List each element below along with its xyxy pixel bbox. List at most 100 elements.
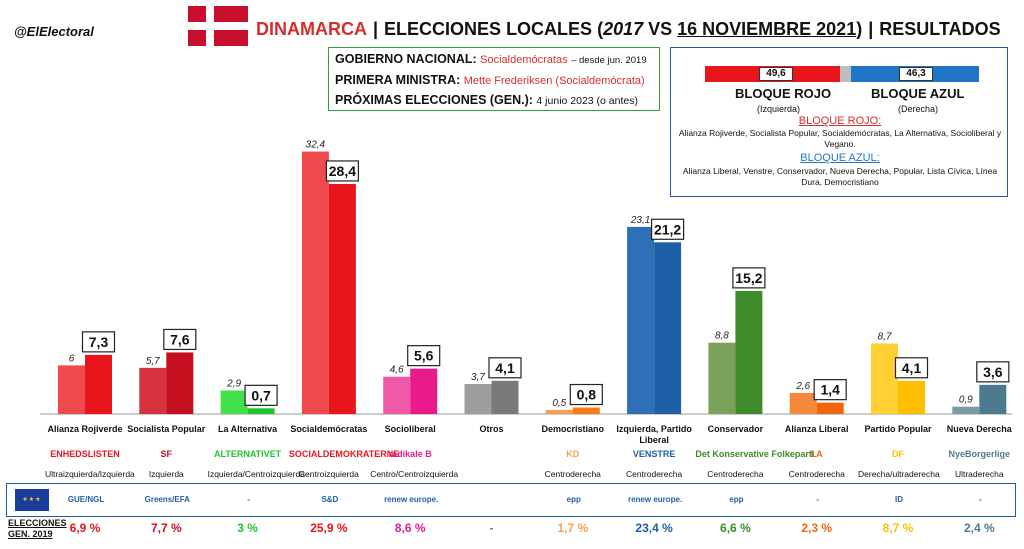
party-logo-icon: LA (810, 449, 823, 459)
data-label-box-2021 (163, 328, 197, 351)
election-2019-result: 23,4 % (635, 521, 673, 535)
denmark-flag-icon (188, 6, 248, 46)
data-label-2017: 8,8 (715, 331, 729, 342)
bar-2021 (654, 242, 682, 414)
bar-2021 (247, 408, 275, 414)
bar-2021 (979, 384, 1007, 414)
election-2019-result: 2,4 % (963, 521, 995, 535)
eu-groups-row: ★★★ GUE/NGL Greens/EFA - S&D renew europe. ep… (6, 483, 1016, 517)
party-logo-icon: NyeBorgerlige (948, 449, 1011, 459)
bar-2017 (789, 392, 817, 414)
party-logo-icon: KD (566, 449, 580, 459)
data-label-2017: 23,1 (630, 215, 650, 226)
data-label-2017: 0,9 (959, 395, 973, 406)
red-bloc-value: 49,6 (759, 67, 793, 81)
data-label-box-2021 (732, 267, 766, 289)
party-label: Democristiano (541, 424, 605, 434)
election-2019-result: 3 % (237, 521, 258, 535)
ideology-label: Centroizquierda (298, 469, 359, 479)
bar-2017 (871, 343, 898, 414)
data-label-box-2021 (244, 384, 278, 406)
party-label: Socialista Popular (127, 424, 206, 434)
bar-2017 (952, 406, 980, 414)
bar-2017 (708, 342, 736, 414)
data-label-2017: 0,5 (552, 398, 566, 409)
ideology-label: Centroderecha (788, 469, 845, 479)
bloc-summary-box: 49,6 46,3 BLOQUE ROJO BLOQUE AZUL (Izqui… (670, 47, 1008, 197)
bar-2021 (898, 380, 925, 414)
data-label-box-2021 (813, 379, 847, 401)
election-2019-result: 1,7 % (557, 521, 589, 535)
data-label-2021: 7,6 (170, 331, 190, 347)
party-logo-icon (452, 444, 532, 464)
data-label-2021: 4,1 (495, 360, 515, 376)
ideology-label: Ultraizquierda/Izquierda (45, 469, 135, 479)
data-label-2021: 15,2 (735, 270, 762, 286)
author-handle: @ElElectoral (14, 24, 94, 39)
party-label: Alianza Rojiverde (47, 424, 123, 434)
eu-group-icon (453, 490, 533, 510)
eu-group-icon: renew europe. (627, 495, 683, 504)
party-logo-icon: SOCIALDEMOKRATERNE (288, 449, 400, 459)
eu-group-icon: epp (729, 495, 744, 504)
blue-bloc-heading: BLOQUE AZUL: (800, 152, 880, 164)
eu-group-icon: epp (566, 495, 581, 504)
party-label: Conservador (707, 424, 764, 434)
party-logo-icon: SF (160, 449, 173, 459)
data-label-box-2021 (325, 160, 359, 182)
party-logo-icon: ALTERNATIVET (214, 449, 282, 459)
data-label-box-2021 (407, 345, 441, 367)
election-2019-result: 8,7 % (882, 521, 914, 535)
election-2019-result: 7,7 % (150, 521, 182, 535)
election-2019-result: 25,9 % (310, 521, 348, 535)
blue-bloc-side: (Derecha) (898, 104, 939, 114)
data-label-2021: 28,4 (329, 163, 356, 179)
data-label-2017: 32,4 (306, 140, 326, 151)
bar-2017 (58, 365, 85, 414)
ideology-label: Centroderecha (707, 469, 764, 479)
bar-2021 (85, 354, 112, 414)
red-bloc-members: Alianza Rojiverde, Socialista Popular, S… (678, 128, 1002, 149)
bar-2021 (735, 290, 763, 414)
party-logo-icon: ENHEDSLISTEN (50, 449, 120, 459)
data-label-box-2021 (81, 331, 116, 353)
bar-2017 (383, 376, 411, 414)
eu-group-icon: GUE/NGL (67, 495, 105, 504)
party-label: Socioliberal (384, 424, 436, 434)
data-label-2017: 5,7 (146, 356, 160, 367)
eu-group-icon: ID (895, 495, 903, 504)
eu-group-icon: - (978, 495, 982, 504)
election-2019-result: 6,6 % (720, 521, 751, 535)
bar-2021 (166, 352, 194, 414)
eu-group-icon: Greens/EFA (144, 495, 190, 504)
bar-2017 (545, 409, 573, 414)
elections-label: ELECCIONES GEN. 2019 (8, 518, 67, 539)
data-label-box-2021 (569, 383, 603, 406)
ideology-label: Ultraderecha (954, 469, 1004, 479)
election-2019-result: - (489, 521, 494, 535)
data-label-2017: 4,6 (390, 365, 404, 376)
party-label: Alianza Liberal (784, 424, 849, 434)
party-logo-icon: DF (892, 449, 904, 459)
results-bar-chart: 6 7,3 5,7 7,6 2,9 0,7 32,4 28,4 4,6 5,6 3,7 4,1 0,5 0… (40, 140, 1012, 415)
bar-2021 (491, 380, 519, 414)
eu-group-icon: S&D (321, 495, 339, 504)
bar-2017 (464, 384, 492, 414)
eu-group-icon: renew europe. (384, 495, 439, 504)
bar-2021 (328, 183, 356, 414)
party-label: Izquierda, Partido Liberal (616, 424, 692, 445)
data-label-2021: 4,1 (902, 360, 922, 376)
data-label-2021: 21,2 (654, 221, 681, 237)
election-2019-result: 6,9 % (69, 521, 101, 535)
party-logo-icon: Det Konservative Folkeparti (695, 449, 815, 459)
data-label-2021: 1,4 (820, 382, 840, 398)
party-label: La Alternativa (218, 424, 278, 434)
data-label-2017: 6 (69, 353, 75, 364)
red-bloc-heading: BLOQUE ROJO: (798, 115, 882, 127)
bar-2021 (816, 402, 844, 414)
data-label-2017: 3,7 (471, 372, 485, 383)
blue-bloc-name: BLOQUE AZUL (871, 86, 965, 101)
election-2019-result: 2,3 % (801, 521, 833, 535)
bar-2021 (572, 407, 600, 414)
red-bloc-side: (Izquierda) (757, 104, 801, 114)
